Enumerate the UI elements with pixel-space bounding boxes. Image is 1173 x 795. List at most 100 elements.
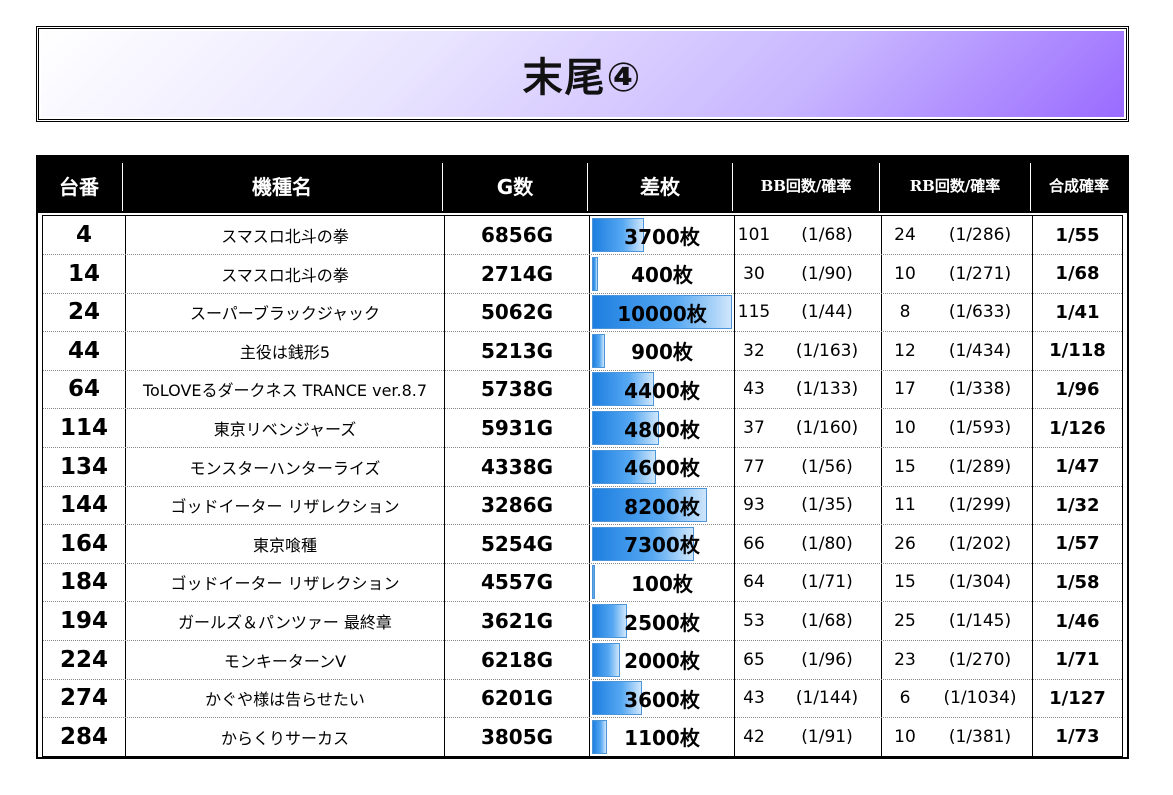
machine-number: 184 [59,569,108,596]
rb-count: 15 [894,572,916,593]
difference-value: 100枚 [631,571,693,596]
difference-value: 4400枚 [624,378,700,403]
machine-name: モンキーターンV [223,651,347,671]
machine-number: 194 [59,608,108,634]
difference-cell: 3600枚 [590,679,734,717]
rb-probability: (1/202) [948,533,1012,554]
difference-cell: 7300枚 [590,525,734,563]
table-row: 24 スーパーブラックジャック 5062G 10000枚 115 (1/44) 8 (1/63… [43,293,1122,333]
games-count: 3286G [480,493,554,518]
rb-count: 10 [894,726,916,747]
header-combined: 合成確率 [1048,176,1109,195]
header-divider [442,163,443,211]
rb-count: 23 [894,649,916,670]
difference-bar [592,449,657,484]
table-body: 4 スマスロ北斗の拳 6856G 3700枚 101 (1/68) 24 (1/286) 1/5… [42,215,1123,757]
rb-probability: (1/381) [948,726,1012,747]
rb-count: 17 [894,379,916,400]
header-divider [879,163,880,211]
difference-cell: 10000枚 [590,293,734,331]
difference-value: 8200枚 [624,494,700,519]
difference-cell: 8200枚 [590,486,734,524]
difference-bar-track: 10000枚 [592,295,732,330]
machine-number: 14 [67,260,100,287]
difference-value: 3600枚 [624,687,700,712]
combined-probability: 1/68 [1055,263,1100,285]
combined-probability: 1/57 [1055,533,1100,555]
combined-probability: 1/71 [1055,649,1100,671]
difference-value: 900枚 [631,340,693,365]
machine-number: 44 [67,337,100,364]
bb-probability: (1/163) [795,340,859,361]
difference-cell: 400枚 [590,255,734,293]
machine-number: 224 [59,646,108,673]
machine-name: スマスロ北斗の拳 [221,265,349,285]
bb-count: 32 [743,340,765,361]
machine-name: ToLOVEるダークネス TRANCE ver.8.7 [142,381,428,401]
header-machine-name: 機種名 [252,174,312,199]
header-bb: BB回数/確率 [760,176,852,195]
bb-count: 93 [743,495,765,516]
difference-cell: 900枚 [590,332,734,370]
bb-count: 43 [743,379,765,400]
difference-bar [592,488,707,523]
header-divider [587,163,588,211]
difference-bar [592,604,627,638]
difference-bar-track: 7300枚 [592,526,732,561]
table-row: 164 東京喰種 5254G 7300枚 66 (1/80) 26 (1/202) 1/57 [43,525,1122,564]
machine-name: からくりサーカス [220,728,349,748]
combined-probability: 1/41 [1055,301,1100,323]
rb-probability: (1/1034) [943,688,1017,709]
combined-probability: 1/46 [1055,610,1100,632]
difference-cell: 4800枚 [590,409,734,447]
bb-count: 64 [743,572,765,593]
difference-value: 4800枚 [624,417,700,442]
bb-probability: (1/90) [801,263,853,284]
machine-name: 東京喰種 [252,535,317,555]
games-count: 6201G [480,686,554,711]
difference-bar [592,411,660,445]
difference-bar [592,333,605,368]
header-machine-number: 台番 [59,174,99,199]
bb-count: 66 [743,533,765,554]
title-banner: 末尾④ [36,26,1129,122]
difference-cell: 2000枚 [590,641,734,679]
page-title: 末尾④ [522,55,643,101]
header-difference: 差枚 [640,174,680,199]
bb-probability: (1/160) [795,418,859,438]
rb-count: 24 [894,225,916,245]
games-count: 4557G [480,570,554,595]
bb-count: 65 [743,649,765,670]
table-row: 114 東京リベンジャーズ 5931G 4800枚 37 (1/160) 10 (1/593)… [43,409,1122,448]
difference-bar-track: 100枚 [592,565,732,600]
bb-probability: (1/68) [801,225,853,245]
bb-count: 42 [743,726,765,747]
machine-number: 134 [59,453,108,480]
difference-value: 3700枚 [624,224,700,249]
rb-probability: (1/289) [948,456,1012,477]
games-count: 5254G [480,531,554,556]
machine-number: 284 [59,723,108,750]
difference-cell: 4600枚 [590,448,734,486]
difference-bar-track: 2000枚 [592,642,732,677]
machine-name: 主役は銭形5 [239,342,331,362]
games-count: 6856G [480,223,554,247]
bb-probability: (1/44) [801,302,853,323]
difference-cell: 2500枚 [590,602,734,640]
rb-probability: (1/633) [948,302,1012,323]
difference-bar [592,218,644,252]
table-row: 144 ゴッドイーター リザレクション 3286G 8200枚 93 (1/35) 11 (1… [43,486,1122,526]
rb-count: 8 [899,302,911,323]
rb-count: 12 [894,340,916,361]
bb-count: 115 [737,302,771,323]
rb-count: 25 [894,611,916,631]
machine-number: 144 [59,492,108,519]
difference-bar [592,642,620,677]
machine-name: スマスロ北斗の拳 [221,227,349,246]
machine-name: スーパーブラックジャック [189,304,381,324]
combined-probability: 1/127 [1049,687,1106,709]
machine-number: 274 [59,685,108,712]
rb-probability: (1/286) [948,225,1012,245]
machine-name: かぐや様は告らせたい [205,690,365,710]
difference-bar [592,565,595,600]
